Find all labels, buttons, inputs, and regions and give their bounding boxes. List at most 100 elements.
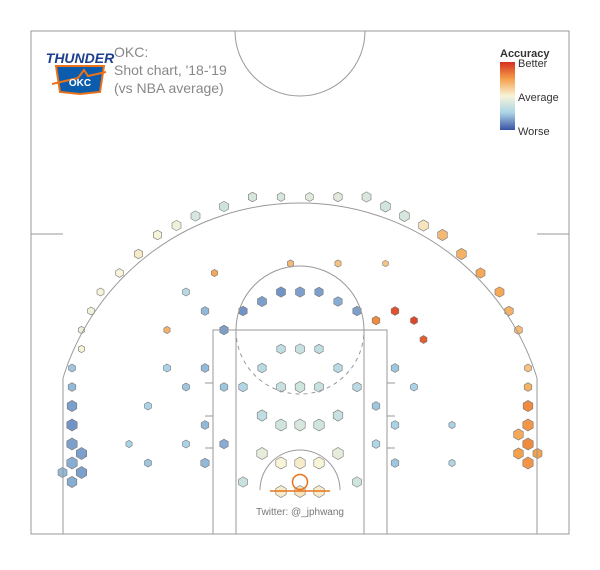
hex-bin-60 — [219, 382, 229, 392]
hex-bin-25 — [418, 219, 429, 232]
hex-bin-82 — [313, 418, 325, 432]
free-throw-circle-bottom — [235, 329, 365, 395]
center-circle — [234, 30, 366, 97]
hex-bin-32 — [248, 191, 258, 203]
hex-bin-23 — [456, 248, 467, 260]
hex-bin-85 — [275, 456, 287, 470]
hex-bin-38 — [115, 268, 124, 278]
hex-bin-22 — [475, 267, 486, 279]
hex-bin-1 — [66, 418, 78, 432]
hex-bin-55 — [410, 316, 418, 325]
hex-bin-81 — [294, 418, 306, 432]
hex-bin-61 — [200, 420, 210, 430]
basket — [270, 473, 330, 492]
hex-bin-69 — [371, 439, 381, 449]
hex-bin-57 — [200, 363, 210, 373]
hex-bin-96 — [144, 401, 152, 411]
hex-bin-102 — [211, 269, 218, 277]
hex-bin-78 — [314, 381, 324, 393]
hex-bin-20 — [504, 305, 514, 317]
hex-bin-39 — [96, 287, 105, 297]
hex-bin-14 — [513, 447, 524, 460]
hex-bin-51 — [333, 296, 343, 307]
hex-bin-94 — [238, 381, 248, 393]
hex-bin-95 — [352, 381, 362, 393]
chart-subtitle: Shot chart, '18-'19 — [114, 62, 227, 78]
legend-worse: Worse — [518, 126, 550, 138]
logo-shield — [54, 65, 106, 96]
hex-bin-59 — [163, 363, 171, 373]
three-point-arc — [62, 202, 538, 379]
hex-bin-40 — [87, 306, 95, 316]
hex-bin-28 — [361, 191, 372, 203]
hex-bin-63 — [200, 457, 210, 469]
hex-bin-74 — [314, 343, 324, 355]
hex-bin-66 — [410, 382, 418, 392]
hex-bin-62 — [219, 438, 229, 450]
hex-bin-77 — [294, 381, 306, 393]
hex-bin-34 — [190, 210, 201, 222]
logo-wordmark: THUNDER — [46, 50, 115, 66]
hex-bin-21 — [494, 286, 505, 298]
hex-bin-80 — [275, 418, 287, 432]
legend-average: Average — [518, 92, 559, 104]
hex-bin-44 — [200, 306, 210, 316]
hex-bin-71 — [257, 362, 267, 374]
hex-bin-8 — [67, 382, 77, 392]
hex-bin-13 — [522, 456, 534, 470]
hex-bin-99 — [448, 421, 456, 429]
hex-bin-83 — [332, 409, 344, 422]
hex-bin-29 — [333, 191, 343, 203]
restricted-area — [259, 449, 341, 491]
hex-bin-0 — [66, 400, 78, 412]
hex-bin-76 — [276, 381, 286, 393]
legend-better: Better — [518, 58, 548, 70]
hex-bin-87 — [313, 456, 325, 470]
hex-bin-18 — [524, 363, 532, 373]
hex-bin-79 — [256, 409, 268, 422]
hex-bin-92 — [238, 476, 248, 488]
hex-bin-46 — [238, 305, 248, 317]
hex-bin-101 — [163, 326, 171, 334]
hex-bin-30 — [305, 192, 314, 202]
hex-bin-33 — [219, 200, 229, 213]
hex-bin-2 — [66, 437, 78, 451]
hex-bin-42 — [78, 345, 85, 353]
hex-bin-54 — [390, 306, 400, 316]
hex-bin-93 — [352, 476, 362, 488]
hex-bin-48 — [276, 286, 286, 298]
hex-bin-67 — [371, 401, 381, 411]
inner-paint — [235, 329, 365, 535]
hex-bin-53 — [371, 315, 381, 326]
hex-bin-43 — [182, 287, 190, 297]
team-label: OKC: — [114, 44, 148, 60]
logo-badge: OKC — [69, 78, 91, 89]
hex-bin-50 — [314, 286, 324, 298]
hex-bin-3 — [66, 456, 78, 470]
free-throw-circle-top — [235, 265, 365, 331]
legend-colorbar — [500, 62, 515, 130]
hex-bin-64 — [182, 439, 190, 449]
hex-bin-37 — [134, 248, 143, 260]
hex-bin-68 — [390, 420, 400, 430]
accuracy-legend: Accuracy Better Average Worse — [500, 48, 559, 138]
court-lines — [30, 30, 570, 535]
hex-bin-35 — [171, 219, 182, 232]
hex-bin-97 — [125, 440, 133, 448]
hex-bin-103 — [334, 259, 342, 268]
hex-bin-75 — [333, 362, 343, 374]
hex-bin-17 — [523, 382, 533, 392]
hex-bin-11 — [522, 418, 534, 432]
hex-bin-86 — [294, 456, 306, 470]
comparison-note: (vs NBA average) — [114, 80, 224, 96]
hex-bin-105 — [382, 259, 389, 268]
hex-bin-72 — [276, 343, 286, 355]
hex-bin-7 — [66, 476, 78, 488]
rim — [291, 473, 309, 491]
logo-bolt — [51, 68, 107, 85]
hex-bin-31 — [276, 192, 286, 202]
team-logo: THUNDER OKC — [46, 50, 115, 96]
hex-bin-100 — [448, 459, 456, 467]
